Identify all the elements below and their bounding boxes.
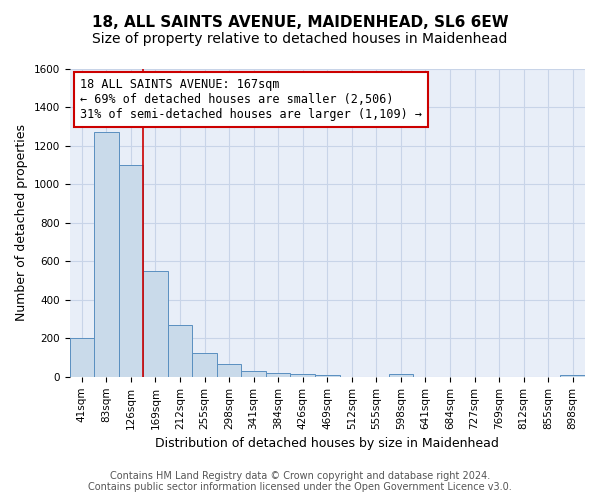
Bar: [560, 375, 585, 377]
Text: 18 ALL SAINTS AVENUE: 167sqm
← 69% of detached houses are smaller (2,506)
31% of: 18 ALL SAINTS AVENUE: 167sqm ← 69% of de…: [80, 78, 422, 121]
Y-axis label: Number of detached properties: Number of detached properties: [15, 124, 28, 322]
Text: 18, ALL SAINTS AVENUE, MAIDENHEAD, SL6 6EW: 18, ALL SAINTS AVENUE, MAIDENHEAD, SL6 6…: [92, 15, 508, 30]
X-axis label: Distribution of detached houses by size in Maidenhead: Distribution of detached houses by size …: [155, 437, 499, 450]
Bar: [70, 338, 94, 377]
Bar: [217, 364, 241, 377]
Bar: [315, 375, 340, 377]
Bar: [241, 371, 266, 377]
Bar: [192, 353, 217, 377]
Text: Size of property relative to detached houses in Maidenhead: Size of property relative to detached ho…: [92, 32, 508, 46]
Bar: [266, 373, 290, 377]
Text: Contains HM Land Registry data © Crown copyright and database right 2024.
Contai: Contains HM Land Registry data © Crown c…: [88, 471, 512, 492]
Bar: [143, 271, 168, 377]
Bar: [290, 374, 315, 377]
Bar: [119, 165, 143, 377]
Bar: [168, 325, 192, 377]
Bar: [94, 132, 119, 377]
Bar: [389, 374, 413, 377]
